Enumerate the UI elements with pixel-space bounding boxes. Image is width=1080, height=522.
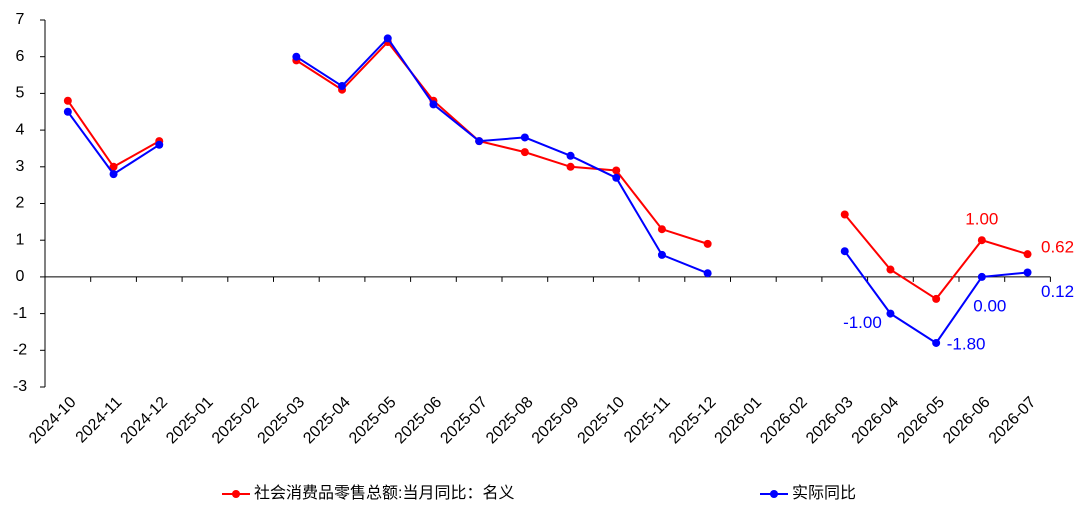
x-tick-label: 2025-12 (666, 394, 720, 448)
x-tick-label: 2025-05 (346, 394, 400, 448)
legend-label: 社会消费品零售总额:当月同比：名义 (254, 484, 514, 502)
y-tick-label: 2 (16, 195, 25, 212)
point (155, 140, 164, 149)
point (886, 265, 895, 274)
data-label: 0.12 (1041, 282, 1074, 301)
data-label: 0.62 (1041, 238, 1074, 257)
point (1023, 268, 1032, 277)
legend-marker (232, 490, 240, 498)
point (840, 210, 849, 219)
point (932, 294, 941, 303)
x-tick-label: 2026-01 (712, 394, 766, 448)
legend-label: 实际同比 (792, 484, 856, 502)
y-tick-label: 3 (16, 158, 25, 175)
point (520, 148, 529, 157)
point (1023, 250, 1032, 259)
point (566, 162, 575, 171)
point (886, 309, 895, 318)
x-tick-label: 2025-08 (483, 394, 537, 448)
y-tick-label: -1 (13, 305, 27, 322)
point (109, 162, 118, 171)
point (703, 239, 712, 248)
x-tick-label: 2026-02 (757, 394, 811, 448)
y-tick-label: -2 (13, 342, 27, 359)
y-tick-label: 6 (16, 48, 25, 65)
data-label: -1.80 (947, 334, 986, 353)
point (429, 100, 438, 109)
series-line (67, 36, 1028, 345)
y-tick-label: 1 (16, 231, 25, 248)
point (612, 173, 621, 182)
point (657, 250, 666, 259)
x-tick-label: 2025-09 (529, 394, 583, 448)
x-tick-label: 2026-04 (849, 394, 903, 448)
x-tick-label: 2024-12 (118, 394, 172, 448)
x-tick-label: 2025-07 (437, 394, 491, 448)
data-label: 0.00 (973, 296, 1006, 315)
x-tick-label: 2025-04 (300, 394, 354, 448)
point (383, 34, 392, 43)
point (566, 151, 575, 160)
point (338, 82, 347, 91)
data-label: -1.00 (843, 313, 882, 332)
x-tick-label: 2026-06 (940, 394, 994, 448)
point (63, 107, 72, 116)
x-tick-label: 2026-05 (894, 394, 948, 448)
point (520, 133, 529, 142)
legend-marker (770, 490, 778, 498)
data-label: 1.00 (965, 210, 998, 229)
x-tick-label: 2026-07 (986, 394, 1040, 448)
series-line (67, 40, 1028, 301)
x-tick-label: 2026-03 (803, 394, 857, 448)
point (977, 272, 986, 281)
point (932, 338, 941, 347)
point (63, 96, 72, 105)
y-tick-label: -3 (13, 378, 27, 395)
point (475, 137, 484, 146)
x-tick-label: 2024-10 (26, 394, 80, 448)
point (612, 166, 621, 175)
point (109, 170, 118, 179)
x-tick-label: 2025-06 (392, 394, 446, 448)
x-tick-label: 2025-03 (255, 394, 309, 448)
x-tick-label: 2025-10 (575, 394, 629, 448)
x-tick-label: 2025-01 (163, 394, 217, 448)
point (703, 269, 712, 278)
point (657, 225, 666, 234)
x-tick-label: 2025-11 (621, 394, 674, 447)
point (292, 52, 301, 61)
y-tick-label: 0 (16, 268, 25, 285)
y-tick-label: 7 (16, 11, 25, 28)
point (840, 247, 849, 256)
x-tick-label: 2024-11 (73, 394, 126, 447)
y-tick-label: 5 (16, 85, 25, 102)
y-tick-label: 4 (16, 121, 25, 138)
point (977, 236, 986, 245)
x-tick-label: 2025-02 (209, 394, 263, 448)
